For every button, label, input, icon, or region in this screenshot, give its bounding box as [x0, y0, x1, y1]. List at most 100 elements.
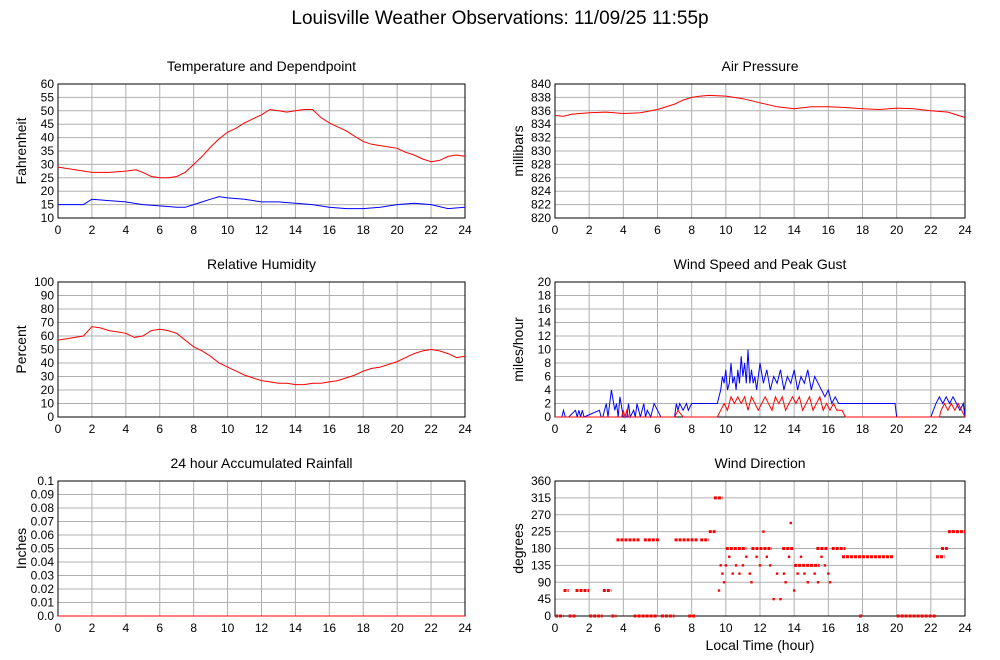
y-tick-label: 14 [538, 316, 552, 330]
y-tick-label: 25 [41, 171, 55, 185]
x-tick-label: 14 [787, 422, 801, 436]
direction-point [741, 564, 745, 567]
x-tick-label: 18 [357, 621, 371, 635]
x-tick-label: 20 [390, 621, 404, 635]
x-tick-label: 16 [822, 422, 836, 436]
x-tick-label: 0 [552, 223, 559, 237]
direction-point [728, 555, 731, 558]
x-tick-label: 4 [122, 422, 129, 436]
x-tick-label: 20 [390, 223, 404, 237]
x-tick-label: 0 [55, 422, 62, 436]
direction-point [717, 589, 721, 592]
chart-panel-6: 0 2 4 6 8 10 12 14 16 18 20 22 240459013518022527031… [510, 455, 972, 653]
y-tick-label: 40 [41, 356, 55, 370]
plot-border [554, 83, 966, 219]
x-tick-label: 6 [156, 223, 163, 237]
direction-point [810, 564, 813, 567]
y-tick-label: 10 [41, 211, 55, 225]
x-tick-label: 18 [856, 223, 870, 237]
direction-point [758, 564, 762, 567]
y-tick-label: 20 [41, 184, 55, 198]
y-tick-label: 50 [41, 104, 55, 118]
y-tick-label: 0 [544, 609, 551, 623]
y-tick-label: 838 [531, 90, 551, 104]
direction-point [769, 564, 772, 567]
x-tick-label: 14 [787, 223, 801, 237]
series-line-1 [554, 94, 966, 118]
y-tick-label: 60 [41, 329, 55, 343]
y-tick-label: 6 [544, 370, 551, 384]
direction-point [734, 564, 738, 567]
direction-point [738, 572, 741, 575]
y-tick-label: 100 [34, 275, 54, 289]
direction-point [722, 581, 726, 584]
plot-border [57, 83, 466, 219]
chart-panel-5: 0 2 4 6 8 10 12 14 16 18 20 22 240.00.010.020.030.04… [13, 455, 472, 635]
direction-point [828, 581, 832, 584]
plot-border [554, 281, 966, 418]
y-tick-label: 135 [531, 558, 551, 572]
y-tick-label: 90 [41, 289, 55, 303]
direction-point [816, 581, 820, 584]
direction-point [813, 572, 816, 575]
direction-point [784, 581, 787, 584]
y-tick-label: 0.06 [31, 528, 55, 542]
x-tick-label: 0 [552, 621, 559, 635]
x-tick-label: 24 [958, 223, 972, 237]
x-tick-label: 16 [822, 621, 836, 635]
y-tick-label: 0.01 [31, 596, 55, 610]
y-tick-label: 10 [41, 397, 55, 411]
y-tick-label: 18 [538, 289, 552, 303]
x-tick-label: 24 [958, 422, 972, 436]
x-tick-label: 10 [221, 621, 235, 635]
x-tick-label: 14 [787, 621, 801, 635]
y-tick-label: 10 [538, 343, 552, 357]
y-tick-label: 0.05 [31, 542, 55, 556]
direction-point [745, 555, 748, 558]
x-tick-label: 8 [688, 422, 695, 436]
x-tick-label: 20 [890, 422, 904, 436]
y-tick-label: 2 [544, 397, 551, 411]
y-tick-label: 225 [531, 525, 551, 539]
x-tick-label: 12 [753, 422, 767, 436]
x-tick-label: 10 [221, 422, 235, 436]
x-tick-label: 2 [586, 223, 593, 237]
x-tick-label: 22 [924, 422, 938, 436]
chart-title: Wind Speed and Peak Gust [674, 256, 847, 272]
x-tick-label: 10 [719, 223, 733, 237]
y-tick-label: 50 [41, 343, 55, 357]
y-tick-label: 16 [538, 302, 552, 316]
y-tick-label: 45 [41, 117, 55, 131]
x-tick-label: 18 [357, 223, 371, 237]
direction-point [779, 597, 782, 601]
series-line-1 [57, 326, 466, 386]
chart-title: 24 hour Accumulated Rainfall [170, 455, 352, 471]
x-tick-label: 4 [620, 621, 627, 635]
x-tick-label: 8 [190, 223, 197, 237]
direction-point [724, 564, 728, 567]
direction-point [721, 572, 724, 575]
direction-point [775, 572, 779, 575]
y-axis-label: Percent [13, 325, 29, 373]
y-tick-label: 30 [41, 157, 55, 171]
y-axis-label: Fahrenheit [13, 117, 29, 184]
y-tick-label: 0.09 [31, 488, 55, 502]
y-tick-label: 824 [531, 184, 551, 198]
x-tick-label: 4 [620, 223, 627, 237]
y-tick-label: 270 [531, 508, 551, 522]
chart-panel-3: 0 2 4 6 8 10 12 14 16 18 20 22 240102030405060708090… [13, 256, 472, 436]
y-tick-label: 0.04 [31, 555, 55, 569]
y-tick-label: 836 [531, 104, 551, 118]
y-axis-label: Inches [13, 528, 29, 569]
x-tick-label: 24 [958, 621, 972, 635]
chart-title: Temperature and Dependpoint [167, 58, 356, 74]
y-tick-label: 834 [531, 117, 551, 131]
x-tick-label: 2 [89, 223, 96, 237]
x-tick-label: 2 [586, 621, 593, 635]
direction-point [772, 597, 775, 601]
x-tick-label: 6 [654, 223, 661, 237]
y-tick-label: 35 [41, 144, 55, 158]
x-tick-label: 4 [122, 223, 129, 237]
x-tick-label: 14 [289, 223, 303, 237]
y-tick-label: 45 [538, 592, 552, 606]
